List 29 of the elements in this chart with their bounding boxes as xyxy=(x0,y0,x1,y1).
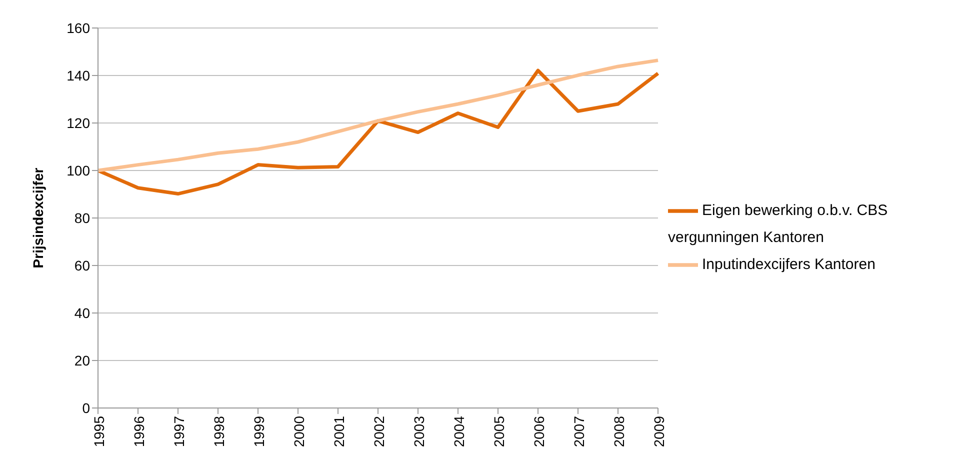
y-tick-label: 80 xyxy=(74,210,90,226)
x-tick-label: 2009 xyxy=(650,416,667,448)
x-tick-label: 2006 xyxy=(530,416,547,448)
x-tick-label: 1996 xyxy=(130,416,147,448)
y-tick-label: 140 xyxy=(66,67,90,84)
x-tick-label: 2000 xyxy=(290,416,307,448)
x-tick-label: 2002 xyxy=(370,416,387,448)
x-tick-label: 2001 xyxy=(330,416,347,448)
x-tick-label: 1999 xyxy=(250,416,267,448)
x-tick-label: 1995 xyxy=(90,416,107,448)
y-tick-label: 100 xyxy=(66,162,90,178)
x-tick-label: 2007 xyxy=(570,416,587,448)
x-tick-label: 2005 xyxy=(490,416,507,448)
x-tick-label: 2003 xyxy=(410,416,427,448)
line-series xyxy=(96,68,660,196)
legend-label: Inputindexcijfers Kantoren xyxy=(702,256,876,273)
y-tick-label: 0 xyxy=(82,400,90,416)
y-tick-label: 160 xyxy=(66,20,90,36)
x-tick-label: 1998 xyxy=(210,416,227,448)
y-axis-title: Prijsindexcijfer xyxy=(30,167,46,268)
x-tick-label: 2008 xyxy=(610,416,627,448)
line-series xyxy=(96,58,660,172)
x-tick-label: 1997 xyxy=(170,416,187,448)
legend-label: Eigen bewerking o.b.v. CBS vergunningen Kantoren xyxy=(668,202,888,246)
y-tick-label: 40 xyxy=(74,304,90,321)
y-tick-label: 120 xyxy=(66,114,90,131)
x-tick-label: 2004 xyxy=(450,416,467,448)
y-tick-label: 20 xyxy=(74,352,90,368)
y-tick-label: 60 xyxy=(74,257,90,274)
